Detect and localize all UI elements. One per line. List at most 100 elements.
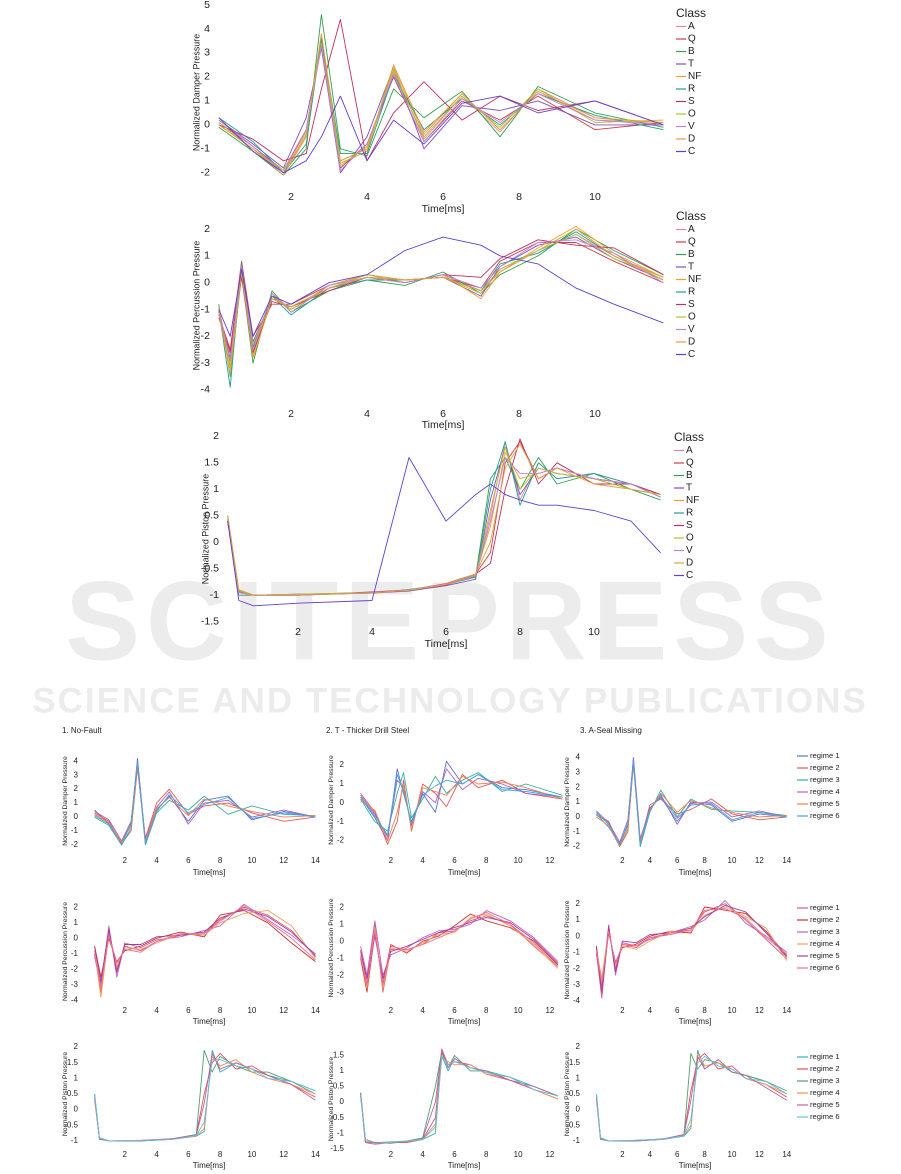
x-tick-label: 4 <box>420 1006 425 1015</box>
legend-label: regime 4 <box>810 1088 840 1097</box>
legend-label: Q <box>686 458 694 469</box>
x-tick-label: 12 <box>545 856 554 865</box>
x-axis-label: Time[ms] <box>425 638 468 650</box>
legend-label: V <box>688 324 695 335</box>
legend-label: NF <box>686 495 699 506</box>
signal-line <box>218 47 664 174</box>
x-tick-label: 8 <box>702 856 707 865</box>
x-tick-label: 4 <box>648 1150 653 1159</box>
signal-line <box>596 764 787 848</box>
y-tick-label: 0.5 <box>333 1082 345 1091</box>
x-tick-label: 10 <box>247 1006 256 1015</box>
y-tick-label: 2 <box>204 223 210 235</box>
y-tick-label: 2 <box>576 1042 581 1051</box>
signal-line <box>360 1054 559 1144</box>
legend-label: C <box>688 146 695 157</box>
x-axis-label: Time[ms] <box>679 868 712 877</box>
x-tick-label: 8 <box>516 408 522 420</box>
legend-label: C <box>686 570 693 581</box>
signal-line <box>360 774 563 836</box>
x-tick-label: 14 <box>782 856 791 865</box>
legend-label: S <box>688 96 695 107</box>
x-tick-label: 4 <box>420 856 425 865</box>
y-tick-label: 0 <box>576 1105 581 1114</box>
x-axis-label: Time[ms] <box>422 203 465 215</box>
signal-line <box>94 908 316 983</box>
y-tick-label: 0 <box>340 936 345 945</box>
signal-line <box>94 762 316 846</box>
legend-label: regime 3 <box>810 927 840 936</box>
x-tick-label: 2 <box>123 856 128 865</box>
x-tick-label: 10 <box>247 856 256 865</box>
y-tick-label: -1 <box>573 1136 581 1145</box>
x-tick-label: 10 <box>588 626 600 638</box>
legend-label: S <box>688 299 695 310</box>
y-tick-label: 0 <box>204 119 210 131</box>
signal-line <box>94 909 316 998</box>
signal-line <box>218 236 664 337</box>
x-tick-label: 10 <box>247 1150 256 1159</box>
legend-label: V <box>688 121 695 132</box>
signal-line <box>218 233 664 367</box>
x-tick-label: 2 <box>620 1006 625 1015</box>
signal-line <box>218 239 664 361</box>
y-tick-label: 1.5 <box>67 1058 79 1067</box>
signal-line <box>218 239 664 353</box>
x-tick-label: 2 <box>389 856 394 865</box>
legend-label: T <box>688 59 694 70</box>
y-tick-label: -2 <box>71 840 79 849</box>
y-tick-label: -3 <box>573 980 581 989</box>
y-tick-label: -4 <box>201 384 210 396</box>
x-tick-label: 10 <box>514 1150 523 1159</box>
y-tick-label: -1 <box>201 143 210 155</box>
x-tick-label: 12 <box>755 856 764 865</box>
legend-label: regime 1 <box>810 751 840 760</box>
legend-label: A <box>686 445 693 456</box>
x-tick-label: 12 <box>545 1006 554 1015</box>
signal-line <box>218 95 664 174</box>
y-tick-label: -3 <box>71 980 79 989</box>
x-tick-label: 10 <box>728 856 737 865</box>
y-axis-label: Normalized Damper Pressure <box>62 756 69 846</box>
y-tick-label: -0.5 <box>566 1120 580 1129</box>
watermark-subtitle: SCIENCE AND TECHNOLOGY PUBLICATIONS <box>32 681 868 720</box>
signal-line <box>218 14 664 176</box>
signal-line <box>218 228 664 375</box>
y-tick-label: 1 <box>576 915 581 924</box>
legend-label: regime 5 <box>810 951 840 960</box>
y-tick-label: -1 <box>201 303 210 315</box>
x-tick-label: 4 <box>369 626 375 638</box>
legend-label: O <box>688 312 696 323</box>
legend-label: B <box>686 470 693 481</box>
y-tick-label: 1 <box>204 95 210 107</box>
x-tick-label: 6 <box>443 626 449 638</box>
y-tick-label: 5 <box>204 0 210 11</box>
y-tick-label: 3 <box>576 767 581 776</box>
x-tick-label: 4 <box>420 1150 425 1159</box>
x-tick-label: 8 <box>484 1006 489 1015</box>
x-tick-label: 6 <box>452 1150 457 1159</box>
legend-label: B <box>688 46 695 57</box>
signal-line <box>360 911 559 986</box>
y-tick-label: -2 <box>573 842 581 851</box>
y-tick-label: -2 <box>337 836 345 845</box>
y-tick-label: 4 <box>576 753 581 762</box>
legend-label: Q <box>688 34 696 45</box>
y-tick-label: -1 <box>337 817 345 826</box>
y-tick-label: -1 <box>337 1128 345 1137</box>
x-tick-label: 4 <box>154 1150 159 1159</box>
x-tick-label: 14 <box>782 1150 791 1159</box>
y-axis-label: Normalized Percussion Pressure <box>62 902 69 1001</box>
x-tick-label: 6 <box>675 1006 680 1015</box>
y-tick-label: -0.5 <box>201 563 219 575</box>
y-axis-label: Normalized Piston Pressure <box>564 1052 571 1136</box>
signal-line <box>595 1056 788 1142</box>
x-tick-label: 2 <box>295 626 301 638</box>
signal-line <box>360 1048 559 1145</box>
signal-line <box>227 457 661 607</box>
x-tick-label: 6 <box>440 191 446 203</box>
x-tick-label: 2 <box>389 1150 394 1159</box>
y-axis-label: Normalized Piston Pressure <box>328 1057 335 1141</box>
legend-label: D <box>688 337 695 348</box>
x-tick-label: 6 <box>452 856 457 865</box>
